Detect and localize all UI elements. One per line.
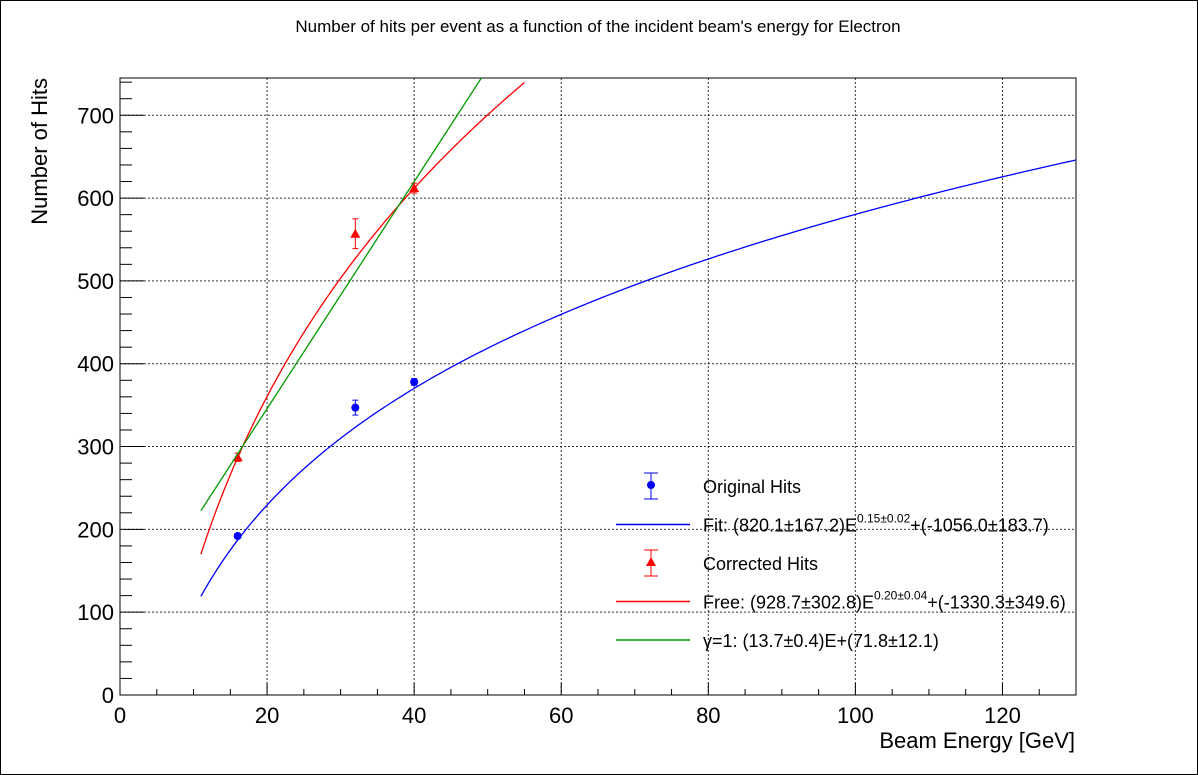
legend-entry: γ=1: (13.7±0.4)E+(71.8±12.1)	[616, 631, 939, 651]
legend-label: Free: (928.7±302.8)E0.20±0.04+(-1330.3±3…	[703, 589, 1066, 613]
x-tick-label: 0	[114, 703, 126, 728]
data-point	[410, 378, 418, 386]
legend-label: Original Hits	[703, 477, 801, 497]
y-tick-label: 400	[77, 352, 114, 377]
y-tick-label: 700	[77, 103, 114, 128]
data-point	[351, 404, 359, 412]
fit-line	[201, 77, 482, 510]
x-tick-label: 100	[837, 703, 874, 728]
legend-marker	[647, 481, 655, 489]
y-axis-label: Number of Hits	[27, 78, 52, 225]
legend-label: γ=1: (13.7±0.4)E+(71.8±12.1)	[703, 631, 939, 651]
data-point	[350, 229, 360, 238]
fit-curve	[201, 82, 525, 554]
x-tick-label: 120	[984, 703, 1021, 728]
y-tick-label: 0	[102, 683, 114, 708]
legend-entry: Corrected Hits	[644, 550, 818, 576]
y-tick-label: 200	[77, 517, 114, 542]
y-tick-label: 500	[77, 269, 114, 294]
legend-marker	[646, 557, 656, 566]
x-tick-label: 20	[255, 703, 279, 728]
legend-entry: Original Hits	[644, 473, 801, 499]
legend-label: Fit: (820.1±167.2)E0.15±0.02+(-1056.0±18…	[703, 512, 1049, 536]
legend-label: Corrected Hits	[703, 554, 818, 574]
series--1	[201, 77, 482, 510]
y-tick-label: 100	[77, 600, 114, 625]
x-tick-label: 80	[696, 703, 720, 728]
x-tick-label: 40	[402, 703, 426, 728]
chart-title: Number of hits per event as a function o…	[295, 17, 900, 36]
series-free	[201, 82, 525, 554]
legend: Original Hits Fit: (820.1±167.2)E0.15±0.0…	[616, 473, 1066, 651]
y-tick-label: 300	[77, 435, 114, 460]
legend-entry: Fit: (820.1±167.2)E0.15±0.02+(-1056.0±18…	[616, 512, 1049, 536]
legend-entry: Free: (928.7±302.8)E0.20±0.04+(-1330.3±3…	[616, 589, 1066, 613]
x-axis-label: Beam Energy [GeV]	[879, 728, 1075, 753]
x-tick-label: 60	[549, 703, 573, 728]
y-tick-label: 600	[77, 186, 114, 211]
series-original-hits	[234, 378, 418, 540]
